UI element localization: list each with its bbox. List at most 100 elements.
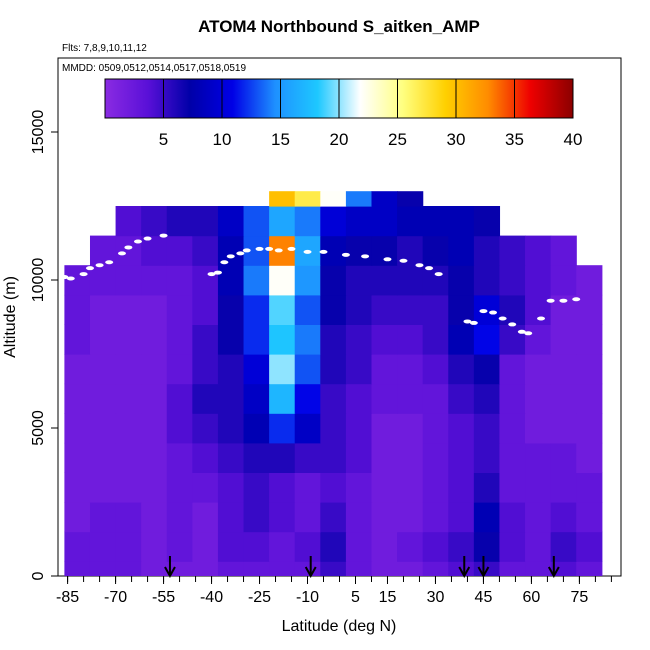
x-axis-tick-label: -25 [248, 589, 271, 606]
heatmap-cell [141, 265, 168, 296]
heatmap-cell [576, 531, 603, 562]
heatmap-cell [294, 383, 321, 414]
heatmap-cell [448, 413, 475, 444]
heatmap-cell [243, 472, 270, 503]
heatmap-cell [371, 442, 398, 473]
heatmap-cell [345, 383, 373, 414]
heatmap-cell [473, 413, 501, 444]
heatmap-cell [473, 235, 501, 266]
heatmap-cell [448, 265, 475, 296]
heatmap-cell [294, 502, 321, 533]
flight-track-point [588, 254, 597, 259]
descent-arrow [547, 556, 560, 579]
heatmap-cell [448, 531, 475, 562]
heatmap-cell [320, 442, 347, 473]
heatmap-cell [217, 442, 245, 473]
heatmap-cell [448, 383, 475, 414]
heatmap-cell [166, 413, 193, 444]
heatmap-cell [371, 561, 398, 576]
heatmap-cell [166, 383, 193, 414]
heatmap-cell [499, 561, 526, 576]
flight-track-point [399, 258, 408, 263]
heatmap-cell [141, 354, 168, 385]
flight-track-point [236, 251, 245, 256]
heatmap-cell [294, 472, 321, 503]
heatmap-cell [550, 383, 577, 414]
heatmap-cell [576, 383, 603, 414]
heatmap-cell [294, 191, 321, 207]
heatmap-cell [192, 561, 219, 576]
heatmap-cell [166, 324, 193, 355]
heatmap-cell [371, 235, 398, 266]
heatmap-cell [115, 324, 142, 355]
heatmap-cell [141, 502, 168, 533]
descent-arrow-head [304, 566, 317, 579]
heatmap-cell [499, 472, 526, 503]
heatmap-cell [371, 472, 398, 503]
heatmap-cell [269, 413, 296, 444]
heatmap-cell [473, 354, 501, 385]
heatmap-cell [269, 472, 296, 503]
heatmap-cell [320, 472, 347, 503]
heatmap-cell [89, 502, 117, 533]
heatmap-cell [141, 561, 168, 576]
heatmap-cell [269, 294, 296, 325]
heatmap-cell [448, 442, 475, 473]
heatmap-cell [64, 265, 91, 296]
heatmap-cell [64, 294, 91, 325]
flight-track-point [220, 260, 229, 265]
heatmap-cell [576, 265, 603, 296]
y-axis-tick-label: 10000 [30, 258, 47, 303]
x-axis-tick-label: -40 [200, 589, 223, 606]
flight-track-point [95, 263, 104, 268]
flight-track-point [124, 245, 133, 250]
heatmap-cell [397, 413, 424, 444]
heatmap-cell [166, 472, 193, 503]
heatmap-cell [89, 383, 117, 414]
x-axis-tick-label: 45 [475, 589, 493, 606]
heatmap-cell [525, 383, 552, 414]
flight-track-point [85, 266, 94, 271]
heatmap-cell [141, 472, 168, 503]
heatmap-cell [422, 206, 449, 237]
heatmap-cell [64, 442, 91, 473]
heatmap-cell [576, 561, 603, 576]
heatmap-cell [422, 561, 449, 576]
heatmap-cell [217, 472, 245, 503]
heatmap-cell [269, 206, 296, 237]
heatmap-cell [166, 265, 193, 296]
heatmap-cell [269, 265, 296, 296]
colorbar-ticks: 5 10 15 20 25 30 35 40 [159, 79, 583, 149]
heatmap-cell [294, 294, 321, 325]
y-axis-tick-label: 15000 [30, 110, 47, 155]
heatmap-cell [243, 531, 270, 562]
flight-track-layer [60, 233, 606, 336]
descent-arrow [304, 556, 317, 579]
heatmap-cell [550, 561, 577, 576]
heatmap-cell [397, 265, 424, 296]
heatmap-cell [294, 561, 321, 576]
colorbar-tick-label: 40 [564, 130, 583, 149]
colorbar-tick-label: 20 [330, 130, 349, 149]
flight-track-point [213, 270, 222, 275]
heatmap-cell [422, 265, 449, 296]
flight-track-point [60, 275, 69, 280]
flight-track-point [287, 246, 296, 251]
heatmap-cell [89, 472, 117, 503]
heatmap-cell [320, 531, 347, 562]
heatmap-cell [217, 561, 245, 576]
heatmap-cell [550, 354, 577, 385]
heatmap-cell [269, 354, 296, 385]
heatmap-cell [320, 383, 347, 414]
heatmap-cell [576, 502, 603, 533]
heatmap-cell [269, 531, 296, 562]
heatmap-cell [243, 413, 270, 444]
heatmap-cell [115, 502, 142, 533]
descent-arrow [458, 556, 471, 579]
descent-arrow-head [458, 566, 471, 579]
flights-subtitle: Flts: 7,8,9,10,11,12 [62, 43, 147, 54]
dates-subtitle: MMDD: 0509,0512,0514,0517,0518,0519 [62, 63, 246, 74]
heatmap-cell [115, 413, 142, 444]
heatmap-cell [371, 265, 398, 296]
heatmap-cell [525, 502, 552, 533]
